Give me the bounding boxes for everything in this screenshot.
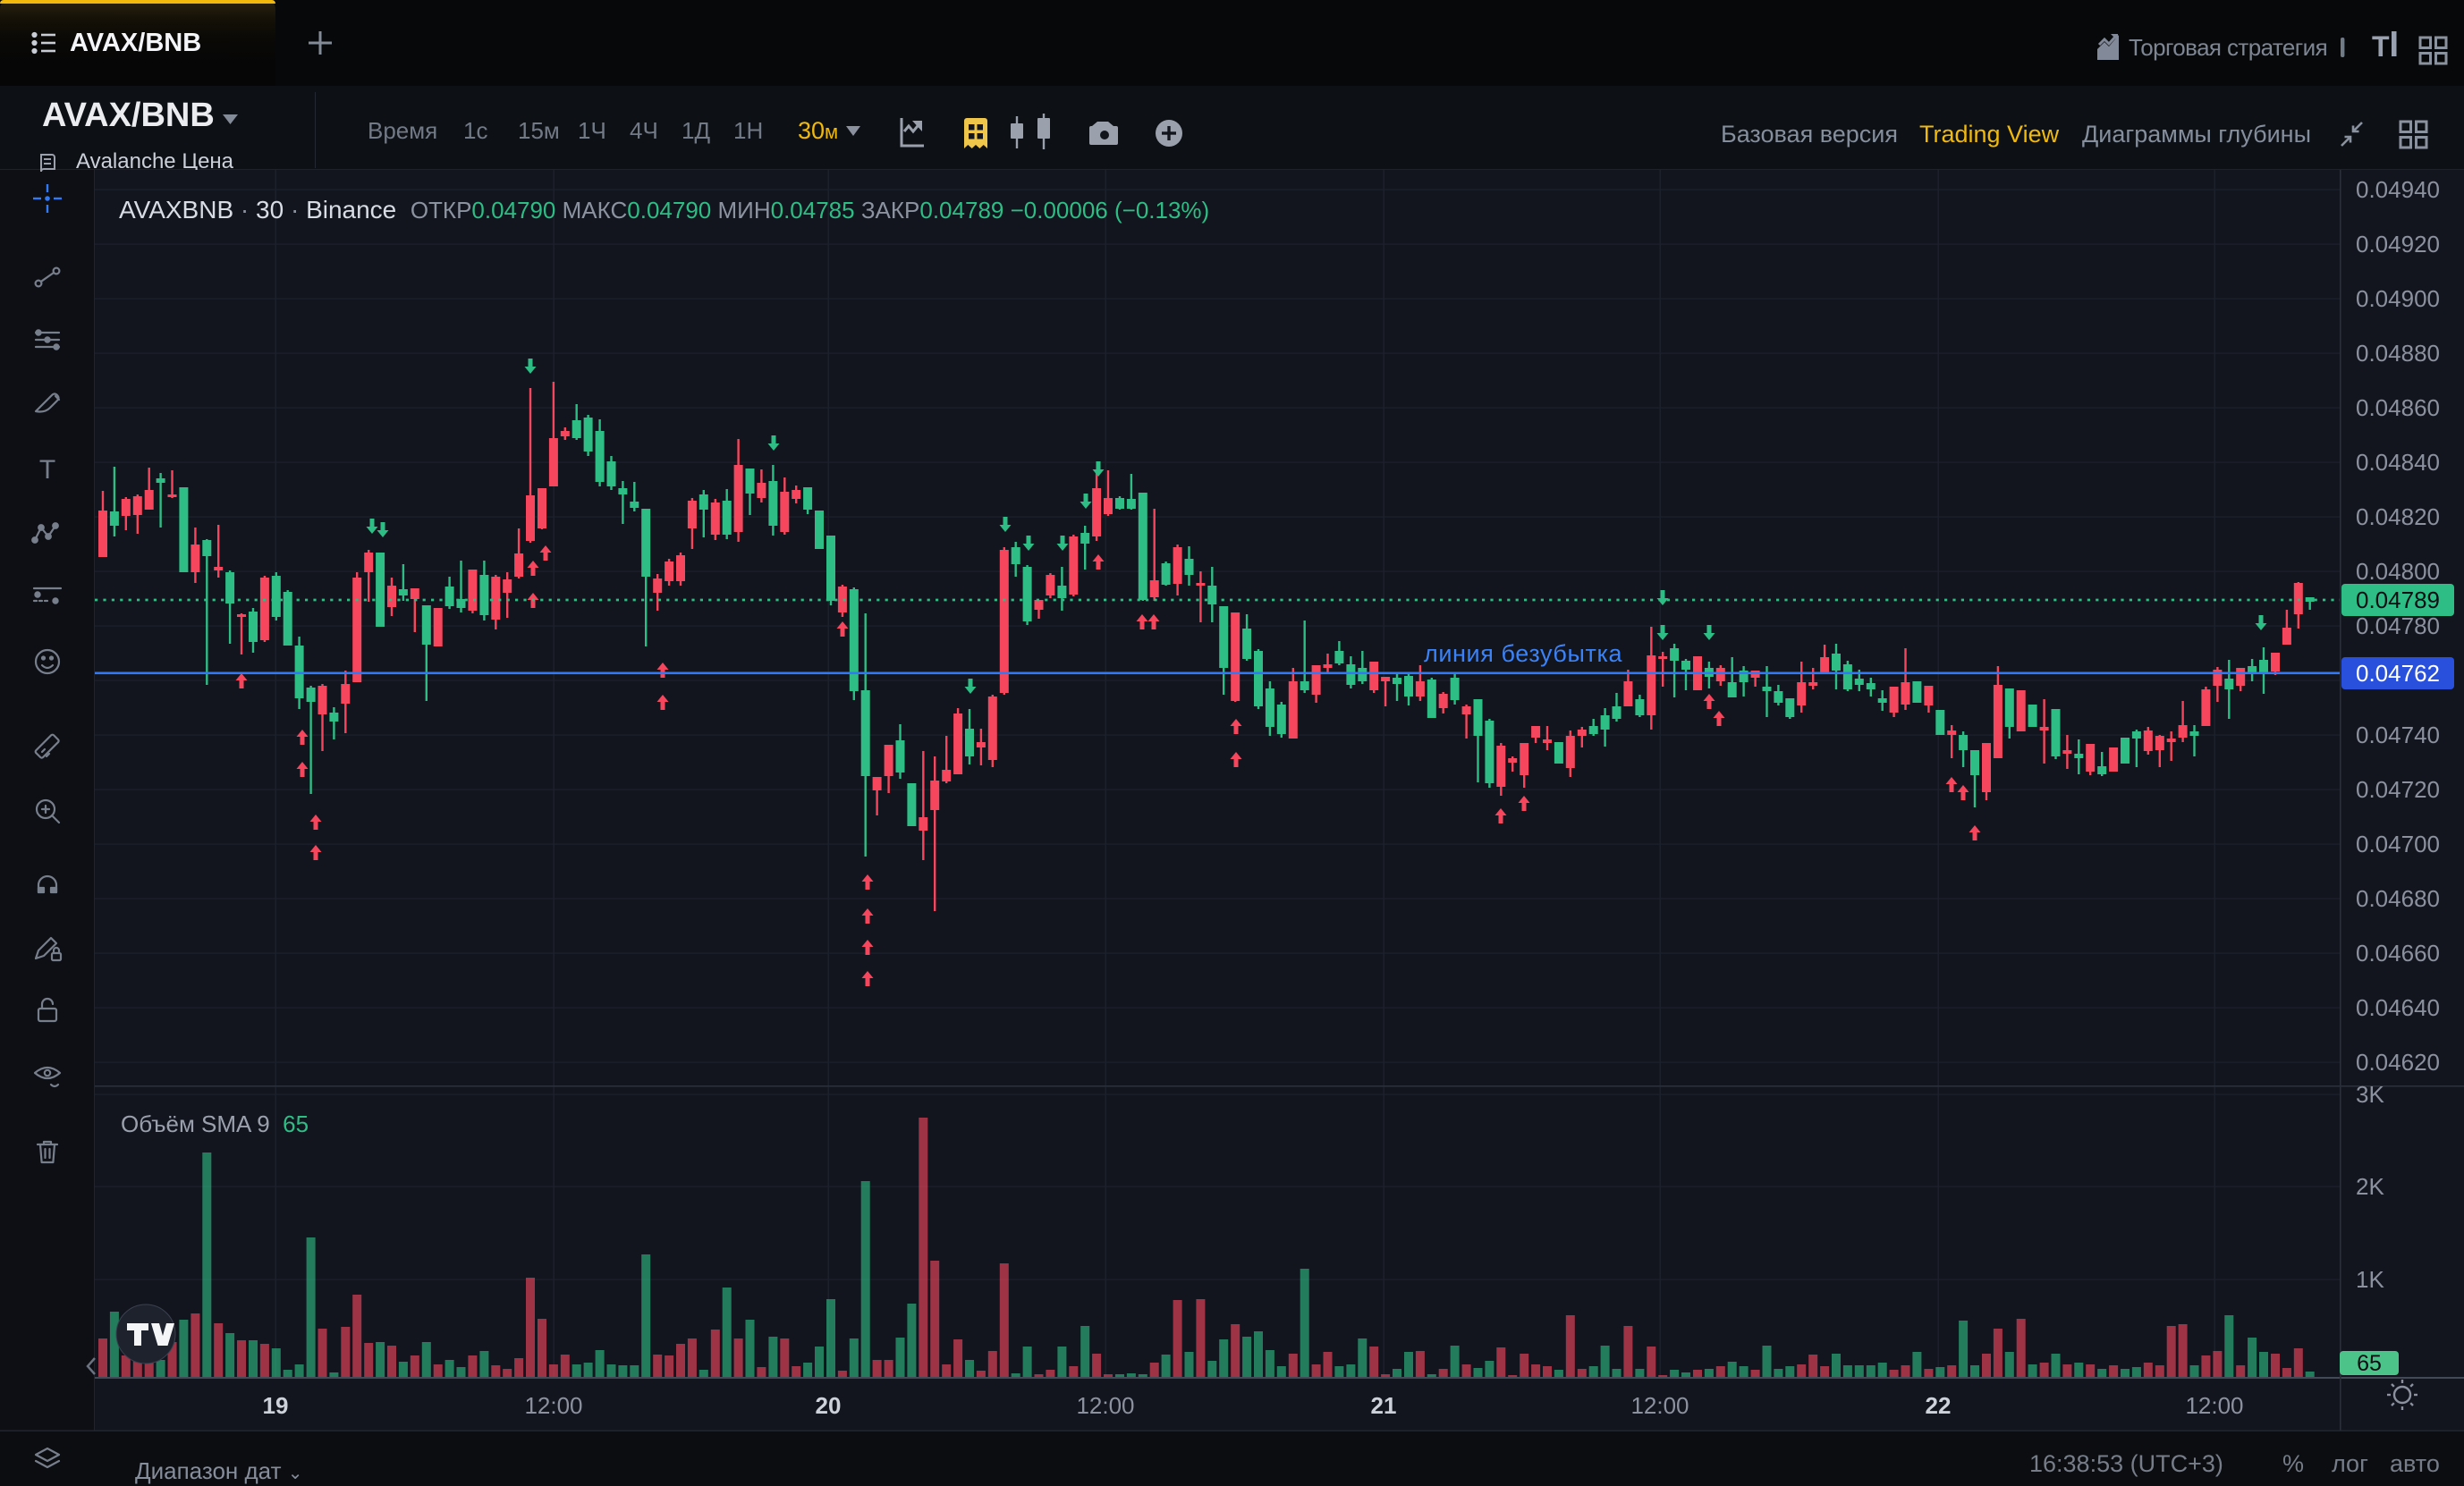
svg-text:T: T — [39, 455, 55, 485]
svg-text:0.04920: 0.04920 — [2356, 231, 2440, 258]
svg-text:0.04800: 0.04800 — [2356, 558, 2440, 585]
svg-text:0.04780: 0.04780 — [2356, 612, 2440, 639]
svg-text:0.04860: 0.04860 — [2356, 394, 2440, 421]
svg-text:19: 19 — [263, 1392, 289, 1419]
svg-text:0.04660: 0.04660 — [2356, 940, 2440, 967]
svg-text:T: T — [2372, 30, 2390, 63]
svg-text:1K: 1K — [2356, 1266, 2384, 1293]
svg-text:0.04789: 0.04789 — [2356, 587, 2440, 613]
svg-text:22: 22 — [1926, 1392, 1952, 1419]
svg-text:12:00: 12:00 — [2185, 1392, 2243, 1419]
svg-text:2K: 2K — [2356, 1173, 2384, 1200]
svg-text:21: 21 — [1371, 1392, 1397, 1419]
svg-text:12:00: 12:00 — [524, 1392, 582, 1419]
svg-text:3K: 3K — [2356, 1081, 2384, 1108]
svg-text:0.04640: 0.04640 — [2356, 994, 2440, 1021]
svg-text:0.04880: 0.04880 — [2356, 340, 2440, 367]
svg-text:20: 20 — [816, 1392, 842, 1419]
svg-text:0.04820: 0.04820 — [2356, 503, 2440, 530]
svg-text:0.04720: 0.04720 — [2356, 776, 2440, 803]
svg-text:0.04740: 0.04740 — [2356, 722, 2440, 748]
svg-text:0.04762: 0.04762 — [2356, 660, 2440, 687]
svg-text:0.04900: 0.04900 — [2356, 285, 2440, 312]
svg-text:12:00: 12:00 — [1630, 1392, 1689, 1419]
svg-text:линия безубытка: линия безубытка — [1424, 640, 1622, 667]
svg-text:0.04620: 0.04620 — [2356, 1049, 2440, 1076]
svg-text:0.04700: 0.04700 — [2356, 831, 2440, 857]
svg-text:65: 65 — [2357, 1351, 2382, 1376]
svg-text:0.04840: 0.04840 — [2356, 449, 2440, 476]
svg-text:0.04680: 0.04680 — [2356, 885, 2440, 912]
svg-text:12:00: 12:00 — [1076, 1392, 1134, 1419]
svg-text:0.04940: 0.04940 — [2356, 176, 2440, 203]
